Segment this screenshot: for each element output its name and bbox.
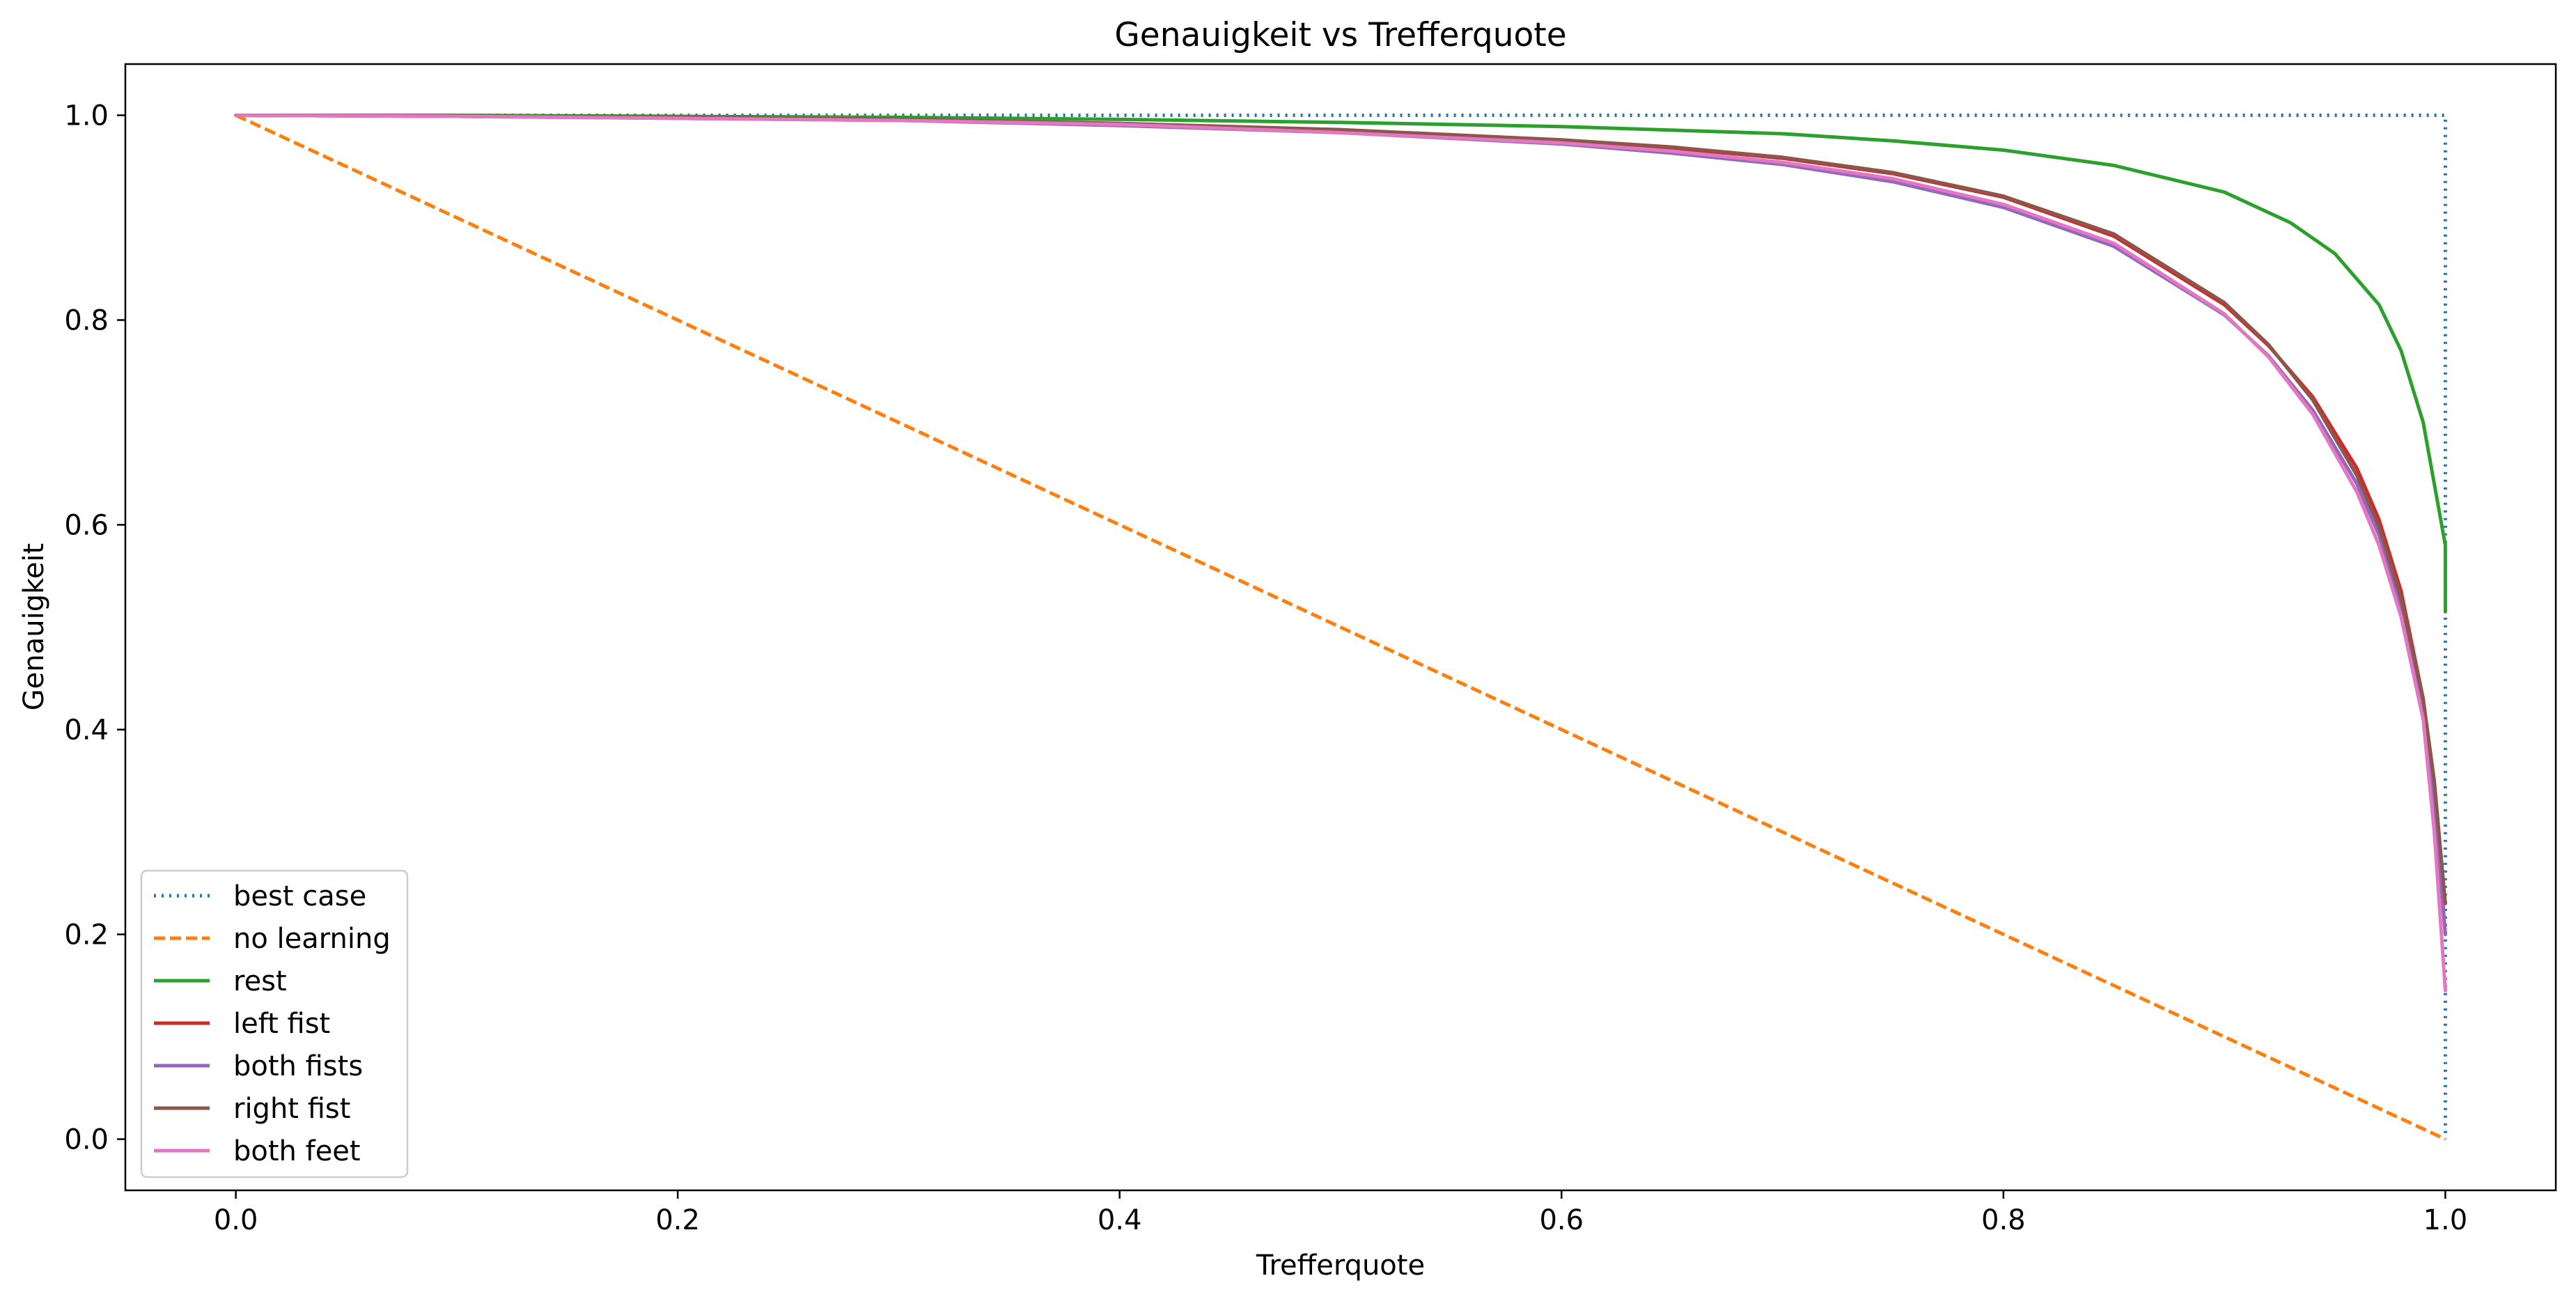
x-tick-label: 0.2 [655, 1204, 700, 1236]
y-tick-label: 0.2 [64, 919, 109, 951]
series-line-best-case [235, 114, 2447, 1139]
x-tick-label: 0.8 [1981, 1204, 2026, 1236]
y-tick-label: 0.4 [64, 715, 109, 747]
chart-title: Genauigkeit vs Trefferquote [1114, 16, 1566, 54]
y-tick-label: 1.0 [64, 100, 109, 132]
x-axis-label: Trefferquote [1256, 1250, 1425, 1282]
x-tick-label: 1.0 [2423, 1204, 2468, 1236]
legend-label: best case [233, 880, 366, 912]
x-tick-label: 0.4 [1098, 1204, 1142, 1236]
x-axis-ticks: 0.0 0.2 0.4 0.6 0.8 1.0 [214, 1190, 2467, 1236]
legend-label: left fist [233, 1008, 330, 1040]
legend: best case no learning rest left fist both fi… [140, 869, 409, 1179]
y-axis-label: Genauigkeit [18, 543, 50, 710]
y-axis-ticks: 0.0 0.2 0.4 0.6 0.8 1.0 [64, 100, 125, 1156]
legend-label: rest [233, 965, 287, 997]
x-tick-label: 0.6 [1539, 1204, 1584, 1236]
y-tick-label: 0.8 [64, 305, 109, 337]
series-line-rest [234, 114, 2447, 614]
series-line-no-learning [235, 114, 2446, 1141]
legend-box [140, 869, 409, 1179]
legend-label: no learning [233, 923, 391, 955]
y-tick-label: 0.6 [64, 510, 109, 542]
y-tick-label: 0.0 [64, 1124, 109, 1156]
legend-label: both feet [233, 1135, 361, 1167]
plot-frame [124, 63, 2557, 1192]
series-line-both-feet [234, 114, 2447, 993]
series-layer [234, 114, 2447, 1141]
legend-label: right fist [233, 1093, 350, 1125]
legend-label: both fists [233, 1050, 363, 1082]
x-tick-label: 0.0 [214, 1204, 258, 1236]
